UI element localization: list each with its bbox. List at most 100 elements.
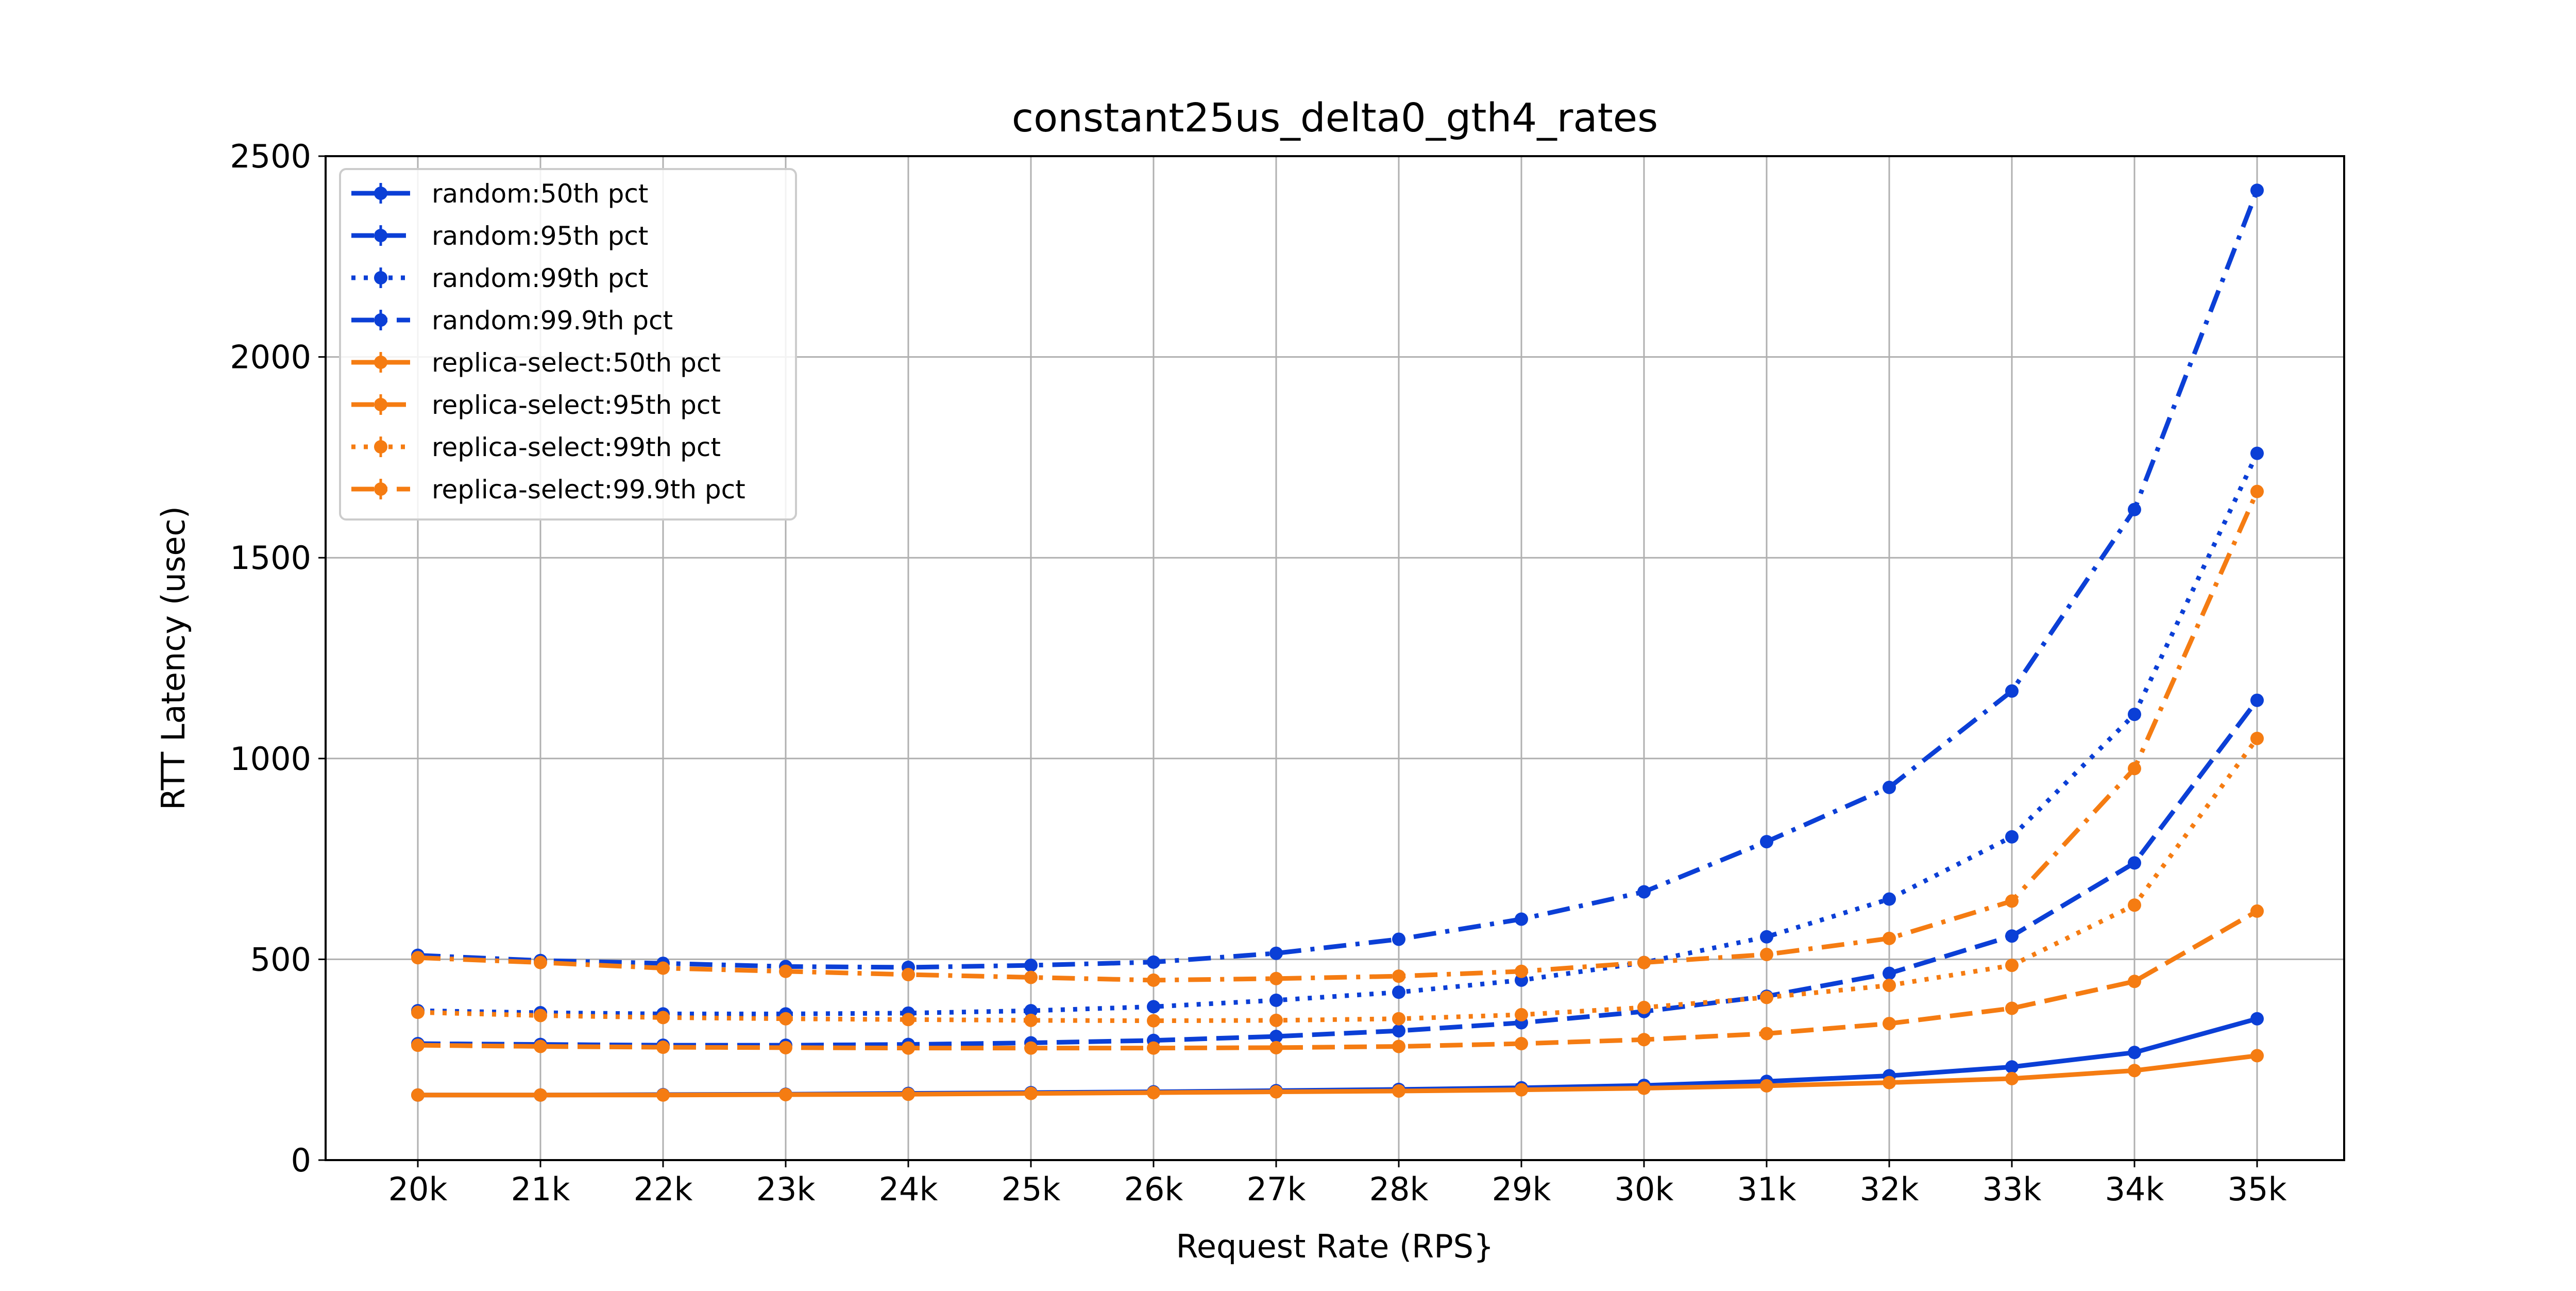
data-point: [1024, 1013, 1038, 1027]
legend-marker: [374, 313, 387, 327]
data-point: [2128, 502, 2141, 516]
legend-box: [339, 168, 797, 521]
data-point: [1515, 964, 1528, 978]
legend-label: replica-select:99.9th pct: [432, 475, 745, 505]
series-line: [418, 1053, 2258, 1098]
x-tick-label: 25k: [1002, 1170, 1061, 1208]
data-point: [1147, 973, 1160, 987]
y-tick-label: 2000: [230, 339, 311, 376]
y-axis-label: RTT Latency (usec): [155, 506, 192, 810]
data-point: [2250, 1012, 2264, 1026]
y-tick-label: 2500: [230, 138, 311, 175]
data-point: [1269, 1085, 1283, 1099]
data-point: [1392, 1084, 1405, 1098]
legend-item: random:95th pct: [351, 221, 648, 251]
data-point: [1392, 1012, 1405, 1026]
data-point: [1147, 955, 1160, 969]
chart-title: constant25us_delta0_gth4_rates: [1012, 95, 1658, 141]
x-tick-label: 23k: [756, 1170, 816, 1208]
data-point: [1269, 1041, 1283, 1054]
data-point: [2250, 1049, 2264, 1063]
legend-label: random:50th pct: [432, 179, 648, 209]
data-point: [1760, 835, 1773, 849]
series-line: [417, 909, 2259, 1051]
data-point: [1269, 1013, 1283, 1027]
legend: random:50th pct random:95th pct random:99t…: [339, 168, 797, 521]
data-point: [1883, 1017, 1896, 1031]
data-point: [779, 1012, 792, 1026]
data-point: [1760, 930, 1773, 944]
series-line: [417, 189, 2260, 970]
y-tick-label: 500: [250, 941, 311, 978]
data-point: [534, 1009, 547, 1022]
x-tick-label: 21k: [511, 1170, 570, 1208]
data-point: [902, 1041, 915, 1055]
data-point: [1269, 993, 1283, 1007]
data-point: [656, 961, 670, 975]
legend-marker: [374, 482, 387, 496]
data-point: [2005, 894, 2019, 908]
data-point: [2250, 693, 2264, 707]
legend-marker: [374, 229, 387, 242]
x-tick-label: 26k: [1124, 1170, 1183, 1208]
x-tick-label: 28k: [1369, 1170, 1429, 1208]
data-point: [1269, 971, 1283, 985]
data-point: [1883, 979, 1896, 993]
data-point: [2250, 731, 2264, 745]
data-point: [1515, 1037, 1528, 1051]
series-line: [417, 490, 2260, 983]
axis-ticks: 20k 21k 22k 23k 24k 25k 26k 27k 28k 29k 30k 31k 32k 3…: [230, 138, 2286, 1208]
legend-marker: [374, 440, 387, 454]
data-point: [1392, 969, 1405, 983]
legend-label: replica-select:99th pct: [432, 432, 721, 462]
data-point: [656, 1011, 670, 1025]
data-point: [1147, 1041, 1160, 1055]
data-point: [1024, 1086, 1038, 1100]
data-point: [1392, 1039, 1405, 1053]
x-tick-label: 35k: [2228, 1170, 2287, 1208]
x-axis-label: Request Rate (RPS}: [1176, 1228, 1494, 1265]
data-point: [656, 1088, 670, 1102]
data-point: [1392, 985, 1405, 999]
data-point: [1147, 1000, 1160, 1014]
data-point: [1760, 991, 1773, 1004]
x-tick-label: 31k: [1737, 1170, 1797, 1208]
x-tick-label: 24k: [879, 1170, 938, 1208]
legend-label: replica-select:50th pct: [432, 348, 721, 378]
data-point: [2250, 904, 2264, 918]
data-point: [1883, 1076, 1896, 1089]
legend-marker: [374, 398, 387, 411]
data-point: [2005, 830, 2019, 844]
legend-marker: [374, 187, 387, 200]
x-tick-label: 32k: [1860, 1170, 1919, 1208]
data-point: [1637, 1033, 1651, 1047]
series-lines: [411, 183, 2264, 1102]
y-tick-label: 1500: [230, 539, 311, 577]
data-point: [1883, 780, 1896, 794]
data-point: [1515, 1008, 1528, 1021]
data-point: [411, 1088, 425, 1102]
legend-item: random:99th pct: [351, 263, 648, 293]
y-tick-label: 1000: [230, 740, 311, 778]
series-line: [417, 737, 2259, 1024]
data-point: [1147, 1014, 1160, 1028]
legend-label: replica-select:95th pct: [432, 390, 721, 420]
x-tick-label: 34k: [2105, 1170, 2164, 1208]
data-point: [1637, 885, 1651, 899]
series-8: [411, 484, 2264, 987]
plot-frame: [325, 155, 2345, 1161]
data-point: [2005, 684, 2019, 698]
data-point: [902, 968, 915, 982]
series-7: [411, 731, 2264, 1028]
series-6: [411, 904, 2264, 1055]
legend-marker: [374, 271, 387, 284]
x-tick-label: 33k: [1982, 1170, 2042, 1208]
data-point: [1269, 946, 1283, 960]
data-point: [2005, 959, 2019, 973]
data-point: [902, 1087, 915, 1101]
data-point: [2128, 708, 2141, 722]
y-tick-label: 0: [291, 1142, 311, 1179]
legend-item: replica-select:99th pct: [351, 432, 721, 462]
